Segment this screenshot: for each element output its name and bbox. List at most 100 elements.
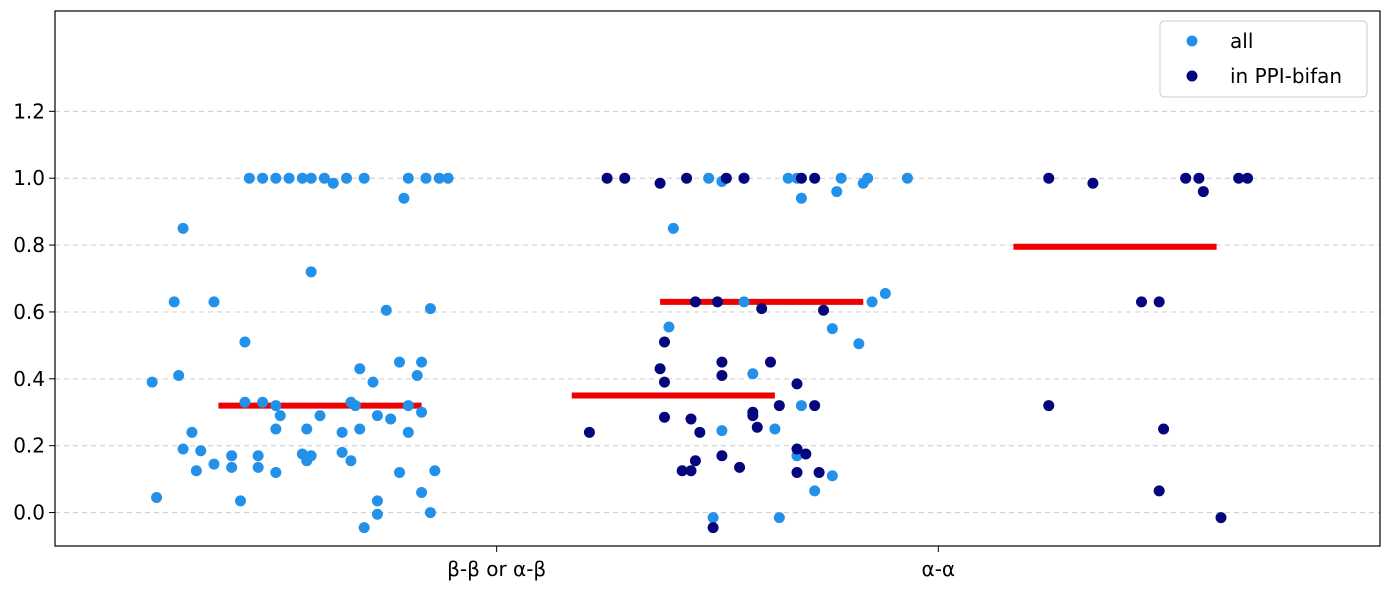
data-point xyxy=(716,450,728,462)
grid-lines xyxy=(55,110,1380,514)
data-point xyxy=(1153,296,1165,308)
data-point xyxy=(168,296,180,308)
data-point xyxy=(583,426,595,438)
data-point xyxy=(738,296,750,308)
data-point xyxy=(800,448,812,460)
data-point xyxy=(773,400,785,412)
data-point xyxy=(402,426,414,438)
data-point xyxy=(1136,296,1147,308)
data-point xyxy=(257,172,269,184)
data-point xyxy=(270,400,282,412)
data-point xyxy=(257,396,269,408)
y-tick-label: 0.0 xyxy=(13,501,45,525)
data-point xyxy=(720,172,732,184)
data-point xyxy=(703,172,715,184)
data-point xyxy=(756,303,768,315)
plot-frame xyxy=(54,10,1381,547)
data-point xyxy=(689,455,701,467)
legend: all in PPI-bifan xyxy=(1159,20,1368,98)
data-point xyxy=(747,410,759,422)
data-point xyxy=(716,425,728,437)
data-point xyxy=(336,446,348,458)
legend-box xyxy=(1159,20,1368,98)
data-point xyxy=(195,445,207,457)
data-point xyxy=(619,172,631,184)
data-point xyxy=(835,172,847,184)
data-point xyxy=(879,288,891,300)
data-point xyxy=(327,177,339,189)
data-point xyxy=(866,296,878,308)
data-point xyxy=(751,421,763,433)
y-axis: 0.0 0.2 0.4 0.6 0.8 1.0 1.2 xyxy=(13,99,55,525)
data-point xyxy=(345,455,357,467)
data-point xyxy=(433,172,445,184)
data-point xyxy=(716,369,728,381)
data-point xyxy=(707,522,719,534)
data-point xyxy=(862,172,874,184)
data-point xyxy=(1242,172,1253,184)
data-point xyxy=(318,172,330,184)
y-tick-label: 0.2 xyxy=(13,434,45,458)
data-point xyxy=(1180,172,1192,184)
data-point xyxy=(394,356,405,368)
legend-label: in PPI-bifan xyxy=(1230,64,1342,88)
data-point xyxy=(1043,172,1055,184)
data-point xyxy=(663,321,675,333)
data-point xyxy=(252,461,264,473)
data-point xyxy=(341,172,352,184)
data-point xyxy=(676,465,688,477)
data-point xyxy=(177,443,189,455)
data-point xyxy=(270,172,282,184)
data-point xyxy=(667,222,679,234)
data-point xyxy=(371,508,383,520)
data-point xyxy=(795,192,807,204)
data-point xyxy=(394,466,405,478)
data-point xyxy=(1215,512,1227,524)
data-point xyxy=(738,172,750,184)
data-point xyxy=(429,465,441,477)
data-point xyxy=(1043,400,1055,412)
y-tick-label: 0.8 xyxy=(13,233,45,257)
data-point xyxy=(239,396,251,408)
data-point xyxy=(336,426,348,438)
data-point xyxy=(654,177,666,189)
data-point xyxy=(385,413,397,425)
data-point xyxy=(146,376,158,388)
data-point xyxy=(411,369,423,381)
data-point xyxy=(694,426,706,438)
data-point xyxy=(795,400,807,412)
data-point xyxy=(173,369,185,381)
data-point xyxy=(712,296,723,308)
data-point xyxy=(416,356,428,368)
data-point xyxy=(659,336,670,348)
data-point xyxy=(769,423,781,435)
data-point xyxy=(681,172,693,184)
data-point xyxy=(809,485,821,497)
data-point xyxy=(270,423,282,435)
data-point xyxy=(1197,186,1209,198)
data-point xyxy=(791,378,803,390)
data-point xyxy=(747,368,759,380)
y-tick-label: 1.0 xyxy=(13,166,45,190)
data-point xyxy=(685,413,697,425)
data-point xyxy=(716,356,728,368)
data-point xyxy=(416,406,428,418)
data-point xyxy=(305,172,317,184)
data-point xyxy=(689,296,701,308)
data-point xyxy=(208,458,220,470)
data-point xyxy=(1158,423,1170,435)
data-point xyxy=(186,426,198,438)
data-point xyxy=(301,455,313,467)
y-tick-label: 0.6 xyxy=(13,300,45,324)
data-point xyxy=(226,450,238,462)
data-point xyxy=(654,363,666,375)
data-point xyxy=(398,192,410,204)
data-point xyxy=(809,172,821,184)
data-point xyxy=(809,400,821,412)
data-point xyxy=(1153,485,1165,497)
legend-marker xyxy=(1186,35,1198,47)
legend-label: all xyxy=(1230,29,1253,53)
data-point xyxy=(208,296,220,308)
mean-lines xyxy=(218,243,1217,409)
y-tick-label: 1.2 xyxy=(13,99,45,123)
